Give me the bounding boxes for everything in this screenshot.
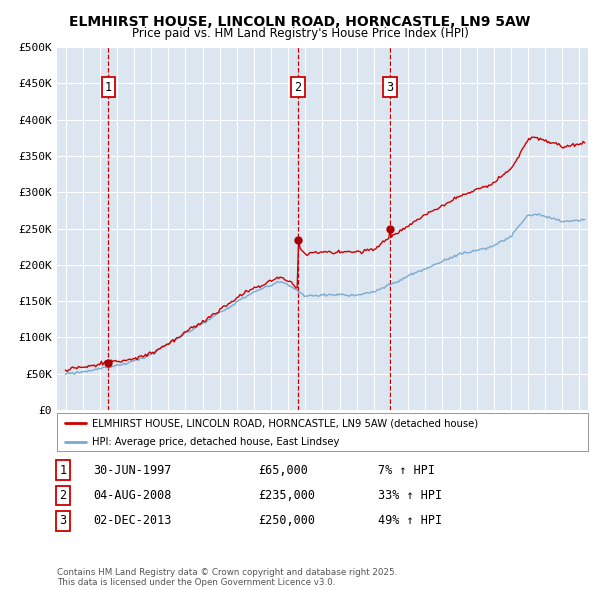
Text: £250,000: £250,000 (258, 514, 315, 527)
Text: 30-JUN-1997: 30-JUN-1997 (93, 464, 172, 477)
Text: £65,000: £65,000 (258, 464, 308, 477)
Text: 1: 1 (105, 81, 112, 94)
Text: 33% ↑ HPI: 33% ↑ HPI (378, 489, 442, 502)
Text: 2: 2 (59, 489, 67, 502)
Text: 2: 2 (295, 81, 302, 94)
Text: HPI: Average price, detached house, East Lindsey: HPI: Average price, detached house, East… (92, 437, 339, 447)
Text: 7% ↑ HPI: 7% ↑ HPI (378, 464, 435, 477)
Text: ELMHIRST HOUSE, LINCOLN ROAD, HORNCASTLE, LN9 5AW: ELMHIRST HOUSE, LINCOLN ROAD, HORNCASTLE… (70, 15, 530, 30)
Text: 3: 3 (386, 81, 393, 94)
Text: 1: 1 (59, 464, 67, 477)
Text: £235,000: £235,000 (258, 489, 315, 502)
Text: 3: 3 (59, 514, 67, 527)
Text: Price paid vs. HM Land Registry's House Price Index (HPI): Price paid vs. HM Land Registry's House … (131, 27, 469, 40)
Text: ELMHIRST HOUSE, LINCOLN ROAD, HORNCASTLE, LN9 5AW (detached house): ELMHIRST HOUSE, LINCOLN ROAD, HORNCASTLE… (92, 418, 478, 428)
Text: 49% ↑ HPI: 49% ↑ HPI (378, 514, 442, 527)
Text: 02-DEC-2013: 02-DEC-2013 (93, 514, 172, 527)
Text: 04-AUG-2008: 04-AUG-2008 (93, 489, 172, 502)
Text: Contains HM Land Registry data © Crown copyright and database right 2025.
This d: Contains HM Land Registry data © Crown c… (57, 568, 397, 587)
